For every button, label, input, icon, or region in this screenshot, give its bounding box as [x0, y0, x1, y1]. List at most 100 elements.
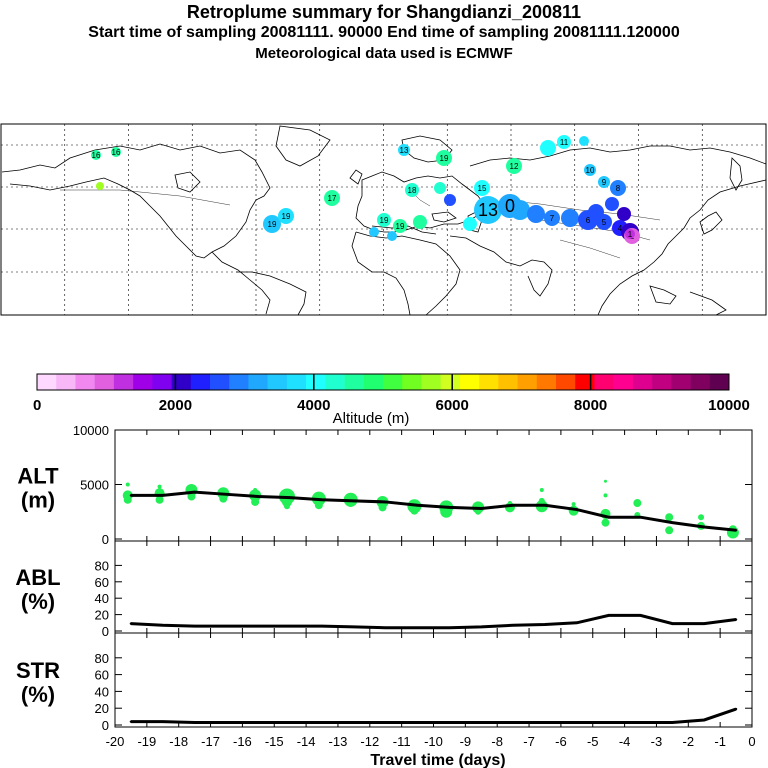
x-tick-label: -9	[460, 734, 472, 749]
series-point	[448, 506, 451, 509]
series-point	[225, 721, 228, 724]
altitude-point	[219, 494, 228, 503]
altitude-point	[378, 503, 387, 512]
colorbar-swatch	[632, 374, 653, 390]
x-tick-label: -2	[683, 734, 695, 749]
plume-marker	[436, 150, 452, 166]
plume-label: 9	[602, 178, 607, 187]
x-tick-label: -19	[137, 734, 156, 749]
colorbar-swatch	[286, 374, 307, 390]
series-point	[703, 525, 706, 529]
series-point	[511, 504, 515, 507]
colorbar-tick-label: 10000	[708, 397, 750, 414]
series-point	[607, 721, 610, 724]
colorbar-swatch	[709, 374, 730, 390]
series-line	[130, 490, 737, 532]
series-point	[384, 500, 387, 504]
plume-blob	[387, 231, 397, 241]
x-tick-label: -12	[360, 734, 379, 749]
colorbar-swatch	[421, 374, 441, 390]
x-tick-label: -6	[555, 734, 567, 749]
plume-blob	[579, 136, 589, 146]
colorbar-tick-label: 4000	[297, 397, 330, 414]
x-tick-label: -20	[106, 734, 125, 749]
series-point	[543, 721, 547, 724]
colorbar-swatch	[440, 374, 461, 390]
plume-label: 6	[586, 216, 591, 225]
colorbar-swatch	[75, 374, 95, 390]
plume-label: 7	[550, 214, 555, 223]
plume-blob	[540, 140, 556, 156]
plume-marker	[393, 219, 407, 233]
altitude-point	[314, 501, 323, 510]
x-tick-label: -1	[714, 734, 726, 749]
plume-label: 17	[328, 194, 337, 203]
plume-marker	[578, 210, 598, 230]
plume-label: 19	[440, 154, 449, 163]
plume-marker	[278, 208, 294, 224]
colorbar-swatch	[690, 374, 711, 390]
y-axis-unit: (%)	[21, 589, 55, 614]
y-tick-label: 0	[102, 532, 109, 547]
altitude-point	[475, 508, 482, 515]
colorbar-swatch	[556, 374, 576, 390]
colorbar-swatch	[459, 374, 480, 390]
altitude-point	[251, 497, 260, 506]
series-point	[416, 626, 419, 629]
plume-blob	[444, 194, 456, 206]
series-point	[703, 622, 706, 625]
series-point	[511, 721, 515, 724]
series-point	[607, 516, 610, 519]
colorbar-swatch	[152, 374, 172, 390]
altitude-point	[538, 497, 545, 504]
y-tick-label: 80	[95, 651, 109, 666]
altitude-point	[125, 482, 130, 487]
series-point	[511, 624, 515, 627]
y-tick-label: 40	[95, 591, 109, 606]
y-tick-label: 5000	[80, 478, 109, 493]
plume-marker	[377, 213, 391, 227]
series-point	[734, 529, 738, 532]
y-tick-label: 80	[95, 558, 109, 573]
colorbar-tick-label: 6000	[436, 397, 469, 414]
time-series-panels: 1000050000ALT(m)806040200ABL(%)806040200…	[15, 423, 755, 768]
plume-marker	[544, 210, 560, 226]
plume-marker	[557, 135, 571, 149]
panel-alt: 10000 5000 0 ALT(m)	[17, 423, 753, 547]
sampling-times: Start time of sampling 20081111. 90000 E…	[88, 24, 680, 41]
colorbar-swatch	[113, 374, 134, 390]
colorbar-swatch	[363, 374, 384, 390]
plume-marker	[474, 196, 502, 224]
series-point	[575, 508, 579, 511]
plume-label: 11	[560, 138, 569, 147]
y-axis-label: STR	[16, 658, 60, 683]
series-point	[288, 721, 292, 724]
altitude-point	[571, 502, 576, 507]
altitude-point	[603, 493, 608, 498]
series-point	[607, 614, 610, 617]
series-point	[193, 490, 196, 494]
plume-label: 1	[628, 230, 633, 239]
plume-label: 19	[282, 212, 291, 221]
series-point	[416, 504, 419, 507]
altitude-point	[601, 518, 610, 527]
colorbar-swatch	[402, 374, 422, 390]
x-tick-label: -14	[297, 734, 316, 749]
plume-markers: 1616191917181919191513121110987654321130	[91, 135, 640, 244]
colorbar-swatch	[536, 374, 557, 390]
series-point	[129, 494, 133, 497]
y-tick-label: 60	[95, 575, 109, 590]
series-point	[384, 721, 387, 724]
series-point	[575, 621, 579, 624]
plume-marker	[398, 144, 410, 156]
colorbar-swatch	[613, 374, 634, 390]
colorbar-title: Altitude (m)	[333, 410, 410, 427]
altitude-point	[410, 506, 419, 515]
plume-marker	[498, 194, 522, 218]
series-point	[448, 626, 451, 629]
y-tick-label: 40	[95, 684, 109, 699]
page-title: Retroplume summary for Shangdianzi_20081…	[186, 2, 582, 22]
series-point	[734, 618, 738, 621]
